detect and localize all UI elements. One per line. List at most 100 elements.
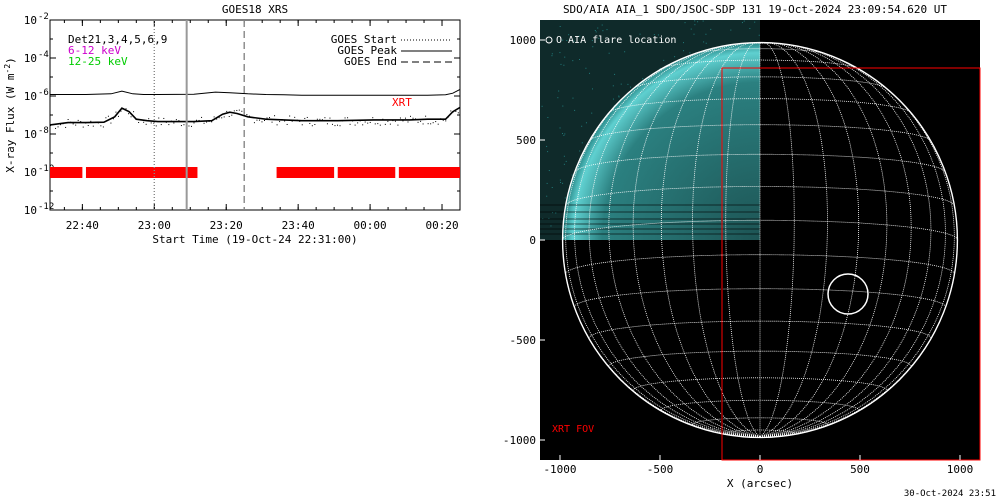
longitude-line bbox=[588, 45, 761, 437]
series-noise-point bbox=[87, 125, 89, 127]
series-noise-point bbox=[344, 117, 346, 119]
series-noise-point bbox=[213, 116, 215, 118]
aia-noise-pixel bbox=[618, 96, 620, 98]
aia-noise-pixel bbox=[697, 21, 699, 23]
aia-noise-pixel bbox=[624, 51, 626, 53]
series-noise-point bbox=[183, 124, 185, 126]
series-noise-point bbox=[258, 119, 260, 121]
aia-noise-pixel bbox=[579, 35, 581, 37]
goes-x-tick-label: 23:00 bbox=[138, 219, 171, 232]
series-noise-point bbox=[100, 125, 102, 127]
flare-circle bbox=[827, 273, 869, 315]
series-noise-point bbox=[216, 118, 218, 120]
aia-noise-pixel bbox=[562, 182, 564, 184]
goes-y-tick-exponent: -2 bbox=[38, 12, 49, 22]
aia-noise-pixel bbox=[546, 182, 548, 184]
longitude-line bbox=[565, 73, 761, 437]
goes-y-tick-exponent: -8 bbox=[38, 126, 49, 136]
aia-y-tick-label: -500 bbox=[510, 334, 537, 347]
aia-flare-legend: O AIA flare location bbox=[556, 35, 676, 46]
aia-noise-pixel bbox=[743, 20, 745, 22]
series-noise-point bbox=[352, 120, 354, 122]
series-noise-point bbox=[135, 118, 137, 120]
series-noise-point bbox=[427, 123, 429, 125]
aia-noise-pixel bbox=[541, 105, 543, 107]
goes-x-axis-label: Start Time (19-Oct-24 22:31:00) bbox=[152, 233, 357, 246]
series-noise-point bbox=[145, 123, 147, 125]
series-noise-point bbox=[284, 120, 286, 122]
series-noise-point bbox=[402, 120, 404, 122]
series-noise-point bbox=[281, 119, 283, 121]
aia-noise-pixel bbox=[754, 21, 756, 23]
aia-solar-disk-image bbox=[563, 43, 760, 240]
series-noise-point bbox=[62, 123, 64, 125]
aia-x-tick-label: 500 bbox=[850, 463, 870, 476]
series-noise-point bbox=[374, 123, 376, 125]
series-noise-point bbox=[110, 122, 112, 124]
series-noise-point bbox=[60, 124, 62, 126]
xrt-coverage-bar bbox=[398, 167, 460, 178]
aia-noise-pixel bbox=[703, 41, 705, 43]
series-noise-point bbox=[95, 121, 97, 123]
series-noise-point bbox=[412, 117, 414, 119]
aia-noise-pixel bbox=[563, 134, 565, 136]
series-noise-point bbox=[337, 124, 338, 126]
series-noise-point bbox=[309, 122, 311, 124]
aia-noise-pixel bbox=[565, 160, 567, 162]
longitude-line bbox=[759, 73, 955, 437]
aia-noise-pixel bbox=[559, 127, 561, 129]
series-noise-point bbox=[279, 121, 281, 123]
aia-noise-pixel bbox=[629, 86, 631, 88]
series-noise-point bbox=[417, 121, 419, 123]
series-noise-point bbox=[120, 110, 122, 112]
aia-noise-pixel bbox=[710, 28, 712, 30]
aia-noise-pixel bbox=[568, 34, 570, 36]
aia-noise-pixel bbox=[555, 212, 557, 214]
goes-y-tick-exponent: -4 bbox=[38, 50, 49, 60]
aia-noise-pixel bbox=[579, 150, 581, 152]
longitude-line bbox=[608, 43, 761, 437]
series-noise-point bbox=[379, 124, 381, 126]
series-noise-point bbox=[299, 120, 301, 122]
xrt-coverage-bar bbox=[337, 167, 396, 178]
series-noise-point bbox=[389, 123, 391, 125]
series-noise-point bbox=[105, 117, 107, 119]
aia-noise-pixel bbox=[653, 34, 655, 36]
series-noise-point bbox=[432, 122, 434, 124]
series-noise-point bbox=[170, 120, 172, 122]
series-noise-point bbox=[67, 119, 69, 121]
aia-noise-pixel bbox=[663, 59, 665, 61]
series-noise-point bbox=[163, 117, 165, 119]
aia-noise-pixel bbox=[573, 40, 575, 42]
series-noise-point bbox=[311, 125, 313, 127]
series-noise-point bbox=[301, 124, 303, 126]
xrt-fov-label: XRT FOV bbox=[552, 424, 594, 435]
goes-y-tick-label: 10 bbox=[24, 166, 37, 179]
aia-noise-pixel bbox=[606, 29, 608, 31]
series-noise-point bbox=[130, 116, 132, 118]
aia-noise-pixel bbox=[591, 112, 593, 114]
series-noise-point bbox=[447, 116, 449, 118]
series-line-6-12-kev bbox=[50, 89, 460, 96]
series-noise-point bbox=[133, 111, 135, 113]
series-noise-point bbox=[128, 113, 130, 115]
longitude-line bbox=[660, 42, 761, 437]
footer-timestamp: 30-Oct-2024 23:51 bbox=[904, 489, 996, 499]
series-noise-point bbox=[377, 123, 379, 125]
series-noise-point bbox=[117, 115, 119, 117]
series-noise-point bbox=[422, 123, 424, 125]
series-noise-point bbox=[372, 117, 374, 119]
longitude-line bbox=[759, 43, 912, 437]
series-noise-point bbox=[269, 117, 271, 119]
longitude-line bbox=[759, 239, 958, 437]
series-noise-point bbox=[415, 118, 417, 120]
aia-noise-pixel bbox=[598, 37, 600, 39]
series-noise-point bbox=[246, 114, 248, 116]
series-noise-point bbox=[178, 120, 180, 122]
xrt-fov-rectangle bbox=[721, 67, 981, 461]
aia-noise-pixel bbox=[547, 151, 549, 153]
aia-noise-pixel bbox=[702, 20, 704, 22]
aia-noise-pixel bbox=[683, 42, 685, 44]
aia-x-tick-labels: -1000 -500 0 500 1000 bbox=[543, 463, 973, 476]
